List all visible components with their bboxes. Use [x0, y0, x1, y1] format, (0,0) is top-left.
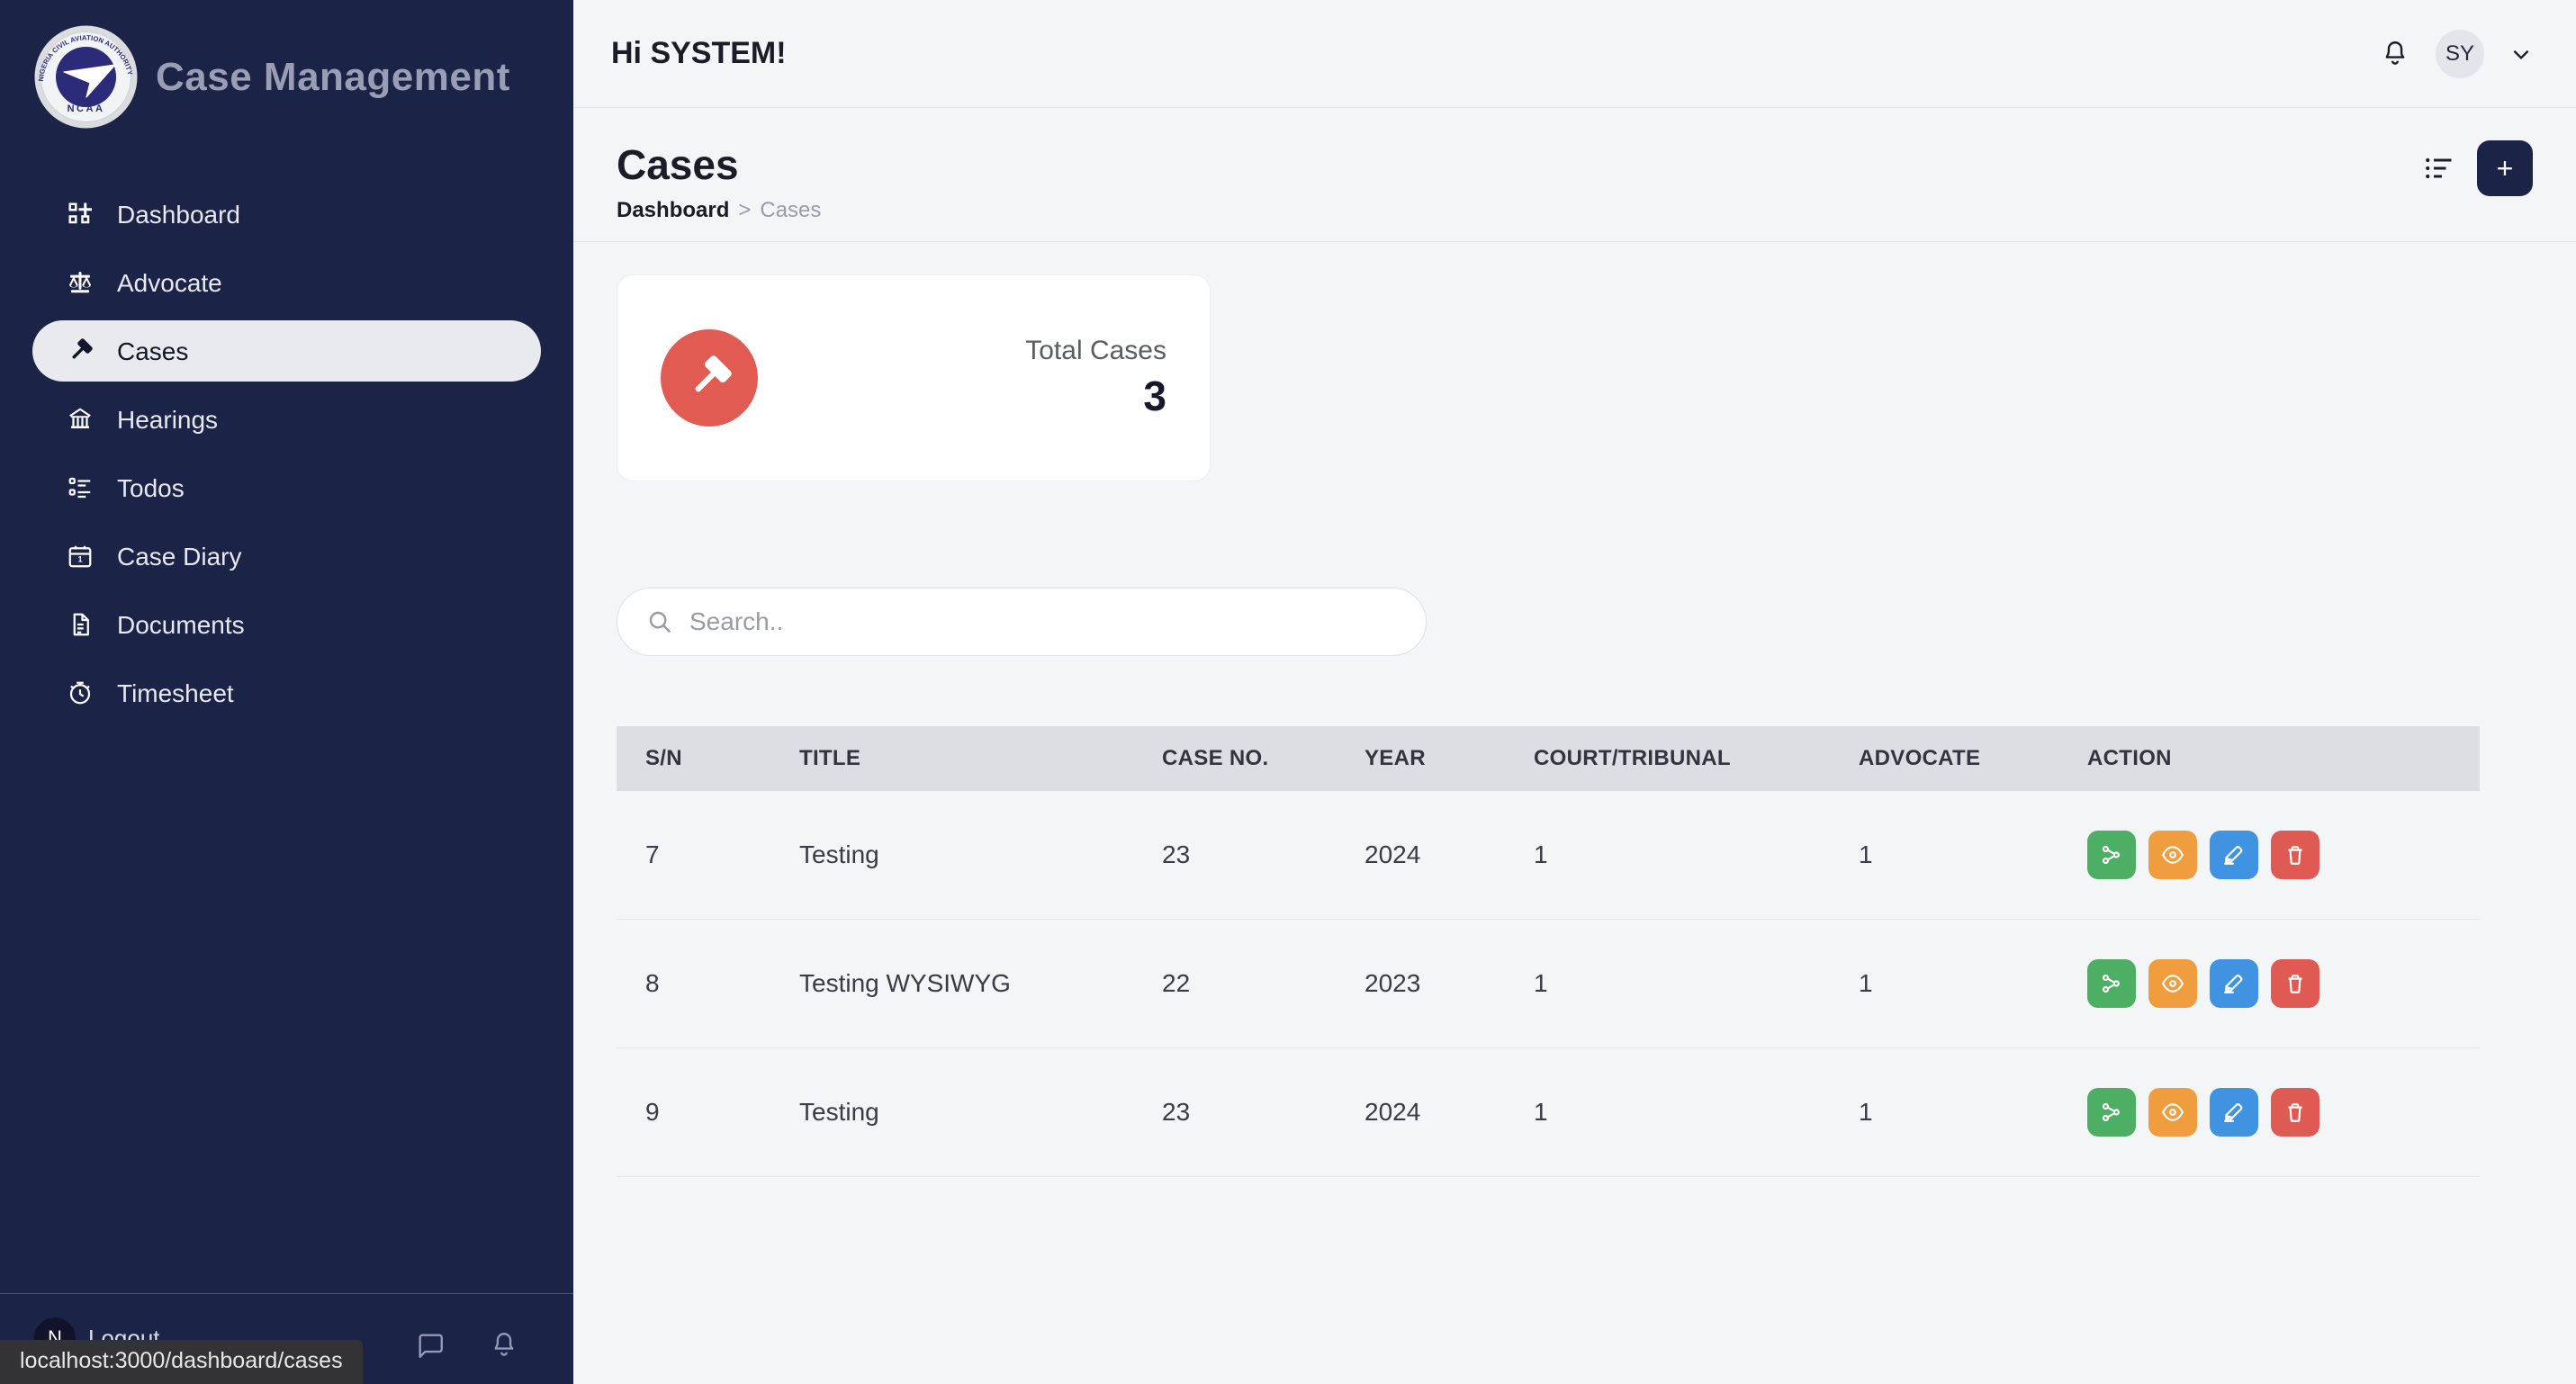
- svg-text:NCAA: NCAA: [68, 103, 105, 114]
- svg-text:1: 1: [78, 554, 83, 563]
